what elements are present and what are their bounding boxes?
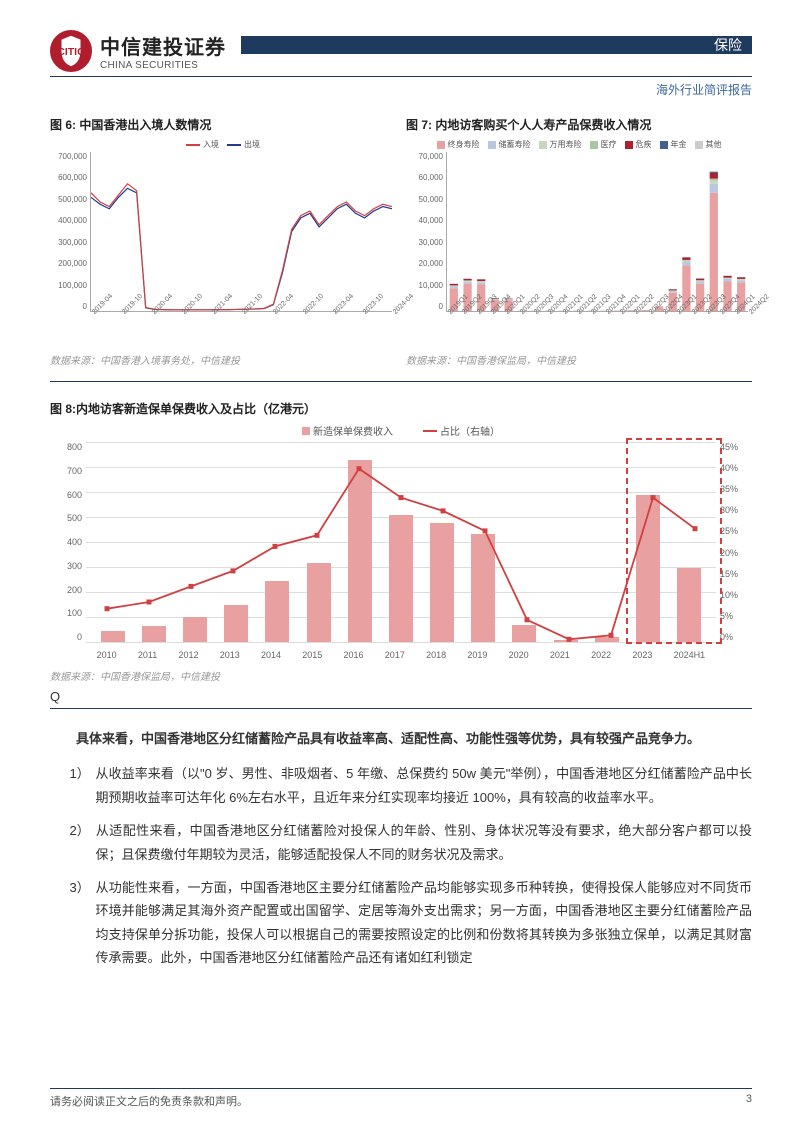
legend-swatch <box>302 427 310 435</box>
legend-item: 万用寿险 <box>539 139 582 150</box>
list-number: 2） <box>70 819 96 842</box>
page-header: CITIC 中信建投证券 CHINA SECURITIES 保险 <box>50 30 752 72</box>
logo-block: CITIC 中信建投证券 CHINA SECURITIES <box>50 30 226 72</box>
logo-icon: CITIC <box>50 30 92 72</box>
footer-disclaimer: 请务必阅读正文之后的免责条款和声明。 <box>50 1093 248 1109</box>
chart6-source: 数据来源：中国香港入境事务处，中信建投 <box>50 352 396 367</box>
chart6-title: 图 6: 中国香港出入境人数情况 <box>50 116 396 133</box>
legend-label: 其他 <box>706 139 722 150</box>
legend-swatch <box>695 141 703 149</box>
legend-item: 新造保单保费收入 <box>302 423 393 438</box>
page-footer: 请务必阅读正文之后的免责条款和声明。 3 <box>50 1088 752 1109</box>
legend-label: 新造保单保费收入 <box>313 423 393 438</box>
legend-label: 终身寿险 <box>448 139 480 150</box>
chart7-legend: 终身寿险 储蓄寿险 万用寿险 医疗 危疾 年金 其他 <box>406 139 752 150</box>
chart7: 图 7: 内地访客购买个人人寿产品保费收入情况 终身寿险 储蓄寿险 万用寿险 医疗 危疾… <box>406 116 752 373</box>
body-list: 1）从收益率来看（以"0 岁、男性、非吸烟者、5 年缴、总保费约 50w 美元"… <box>50 762 752 969</box>
chart8-plot: 8007006005004003002001000 45%40%35%30%25… <box>86 442 716 642</box>
chart7-svg <box>447 152 748 311</box>
legend-item: 医疗 <box>590 139 617 150</box>
bar <box>554 640 578 642</box>
bar <box>224 605 248 642</box>
body-list-item: 3）从功能性来看，一方面，中国香港地区主要分红储蓄险产品均能够实现多币种转换，使… <box>96 876 753 970</box>
legend-swatch <box>488 141 496 149</box>
legend-swatch <box>590 141 598 149</box>
report-subtitle: 海外行业简评报告 <box>50 81 752 98</box>
legend-label: 万用寿险 <box>550 139 582 150</box>
legend-item: 危疾 <box>625 139 652 150</box>
legend-item: 其他 <box>695 139 722 150</box>
legend-label: 医疗 <box>601 139 617 150</box>
chart8-yticks-left: 8007006005004003002001000 <box>50 442 82 642</box>
bar <box>389 515 413 642</box>
legend-label: 入境 <box>203 139 219 150</box>
legend-label: 出境 <box>244 139 260 150</box>
chart6-legend: 入境 出境 <box>50 139 396 150</box>
chart8-source: 数据来源：中国香港保监局，中信建投 <box>50 668 752 683</box>
legend-swatch <box>227 144 241 146</box>
list-number: 3） <box>70 876 96 899</box>
bar <box>677 568 701 642</box>
header-category-bar: 保险 <box>241 36 752 54</box>
legend-item: 终身寿险 <box>437 139 480 150</box>
chart7-yticks: 70,00060,00050,00040,00030,00020,00010,0… <box>407 152 443 311</box>
legend-swatch <box>423 430 437 432</box>
bar <box>142 626 166 642</box>
legend-item: 入境 <box>186 139 219 150</box>
bar <box>636 495 660 643</box>
body-list-item: 1）从收益率来看（以"0 岁、男性、非吸烟者、5 年缴、总保费约 50w 美元"… <box>96 762 753 809</box>
body-text: 具体来看，中国香港地区分红储蓄险产品具有收益率高、适配性高、功能性强等优势，具有… <box>50 727 752 970</box>
logo-cn: 中信建投证券 <box>100 31 226 60</box>
legend-label: 储蓄寿险 <box>499 139 531 150</box>
list-number: 1） <box>70 762 96 785</box>
legend-swatch <box>186 144 200 146</box>
bar <box>307 563 331 642</box>
chart8-title: 图 8:内地访客新造保单保费收入及占比（亿港元） <box>50 400 752 417</box>
legend-swatch <box>660 141 668 149</box>
chart8-yticks-right: 45%40%35%30%25%20%15%10%5%0% <box>720 442 752 642</box>
body-lead-bold: 具体来看，中国香港地区分红储蓄险产品具有收益率高、适配性高、功能性强等优势，具有… <box>76 731 700 746</box>
legend-item: 占比（右轴） <box>423 423 500 438</box>
chart7-xticks: 2019Q12019Q22019Q32019Q42020Q12020Q22020… <box>447 311 748 347</box>
legend-label: 年金 <box>671 139 687 150</box>
chart6-yticks: 700,000600,000500,000400,000300,000200,0… <box>51 152 87 311</box>
bar <box>512 625 536 642</box>
legend-label: 危疾 <box>636 139 652 150</box>
chart6-svg <box>91 152 392 311</box>
bar <box>183 617 207 642</box>
legend-swatch <box>625 141 633 149</box>
chart6: 图 6: 中国香港出入境人数情况 入境 出境 700,000600,000500… <box>50 116 396 373</box>
body-list-item: 2）从适配性来看，中国香港地区分红储蓄险对投保人的年龄、性别、身体状况等没有要求… <box>96 819 753 866</box>
legend-item: 年金 <box>660 139 687 150</box>
legend-label: 占比（右轴） <box>440 423 500 438</box>
page-number: 3 <box>746 1093 752 1109</box>
legend-swatch <box>539 141 547 149</box>
bar <box>348 460 372 642</box>
bar <box>101 631 125 642</box>
bar <box>595 637 619 642</box>
chart7-title: 图 7: 内地访客购买个人人寿产品保费收入情况 <box>406 116 752 133</box>
chart6-xticks: 2019-042019-102020-042020-102021-042021-… <box>91 311 392 347</box>
chart7-plot: 70,00060,00050,00040,00030,00020,00010,0… <box>446 152 748 312</box>
bar <box>471 534 495 643</box>
section-divider <box>50 708 752 709</box>
chart7-source: 数据来源：中国香港保监局，中信建投 <box>406 352 752 367</box>
chart6-plot: 700,000600,000500,000400,000300,000200,0… <box>90 152 392 312</box>
legend-item: 出境 <box>227 139 260 150</box>
logo-text: 中信建投证券 CHINA SECURITIES <box>100 31 226 71</box>
chart8-legend: 新造保单保费收入 占比（右轴） <box>50 423 752 438</box>
bar <box>430 523 454 642</box>
legend-item: 储蓄寿险 <box>488 139 531 150</box>
bar <box>265 581 289 642</box>
chart8-xticks: 2010201120122013201420152016201720182019… <box>86 650 716 660</box>
legend-swatch <box>437 141 445 149</box>
charts-row-6-7: 图 6: 中国香港出入境人数情况 入境 出境 700,000600,000500… <box>50 116 752 373</box>
body-lead: 具体来看，中国香港地区分红储蓄险产品具有收益率高、适配性高、功能性强等优势，具有… <box>50 727 752 750</box>
chart8-bars <box>86 442 716 642</box>
section-divider <box>50 381 752 382</box>
header-divider <box>50 76 752 77</box>
chart8: 图 8:内地访客新造保单保费收入及占比（亿港元） 新造保单保费收入 占比（右轴）… <box>50 400 752 683</box>
logo-en: CHINA SECURITIES <box>100 60 226 71</box>
svg-text:CITIC: CITIC <box>57 47 85 58</box>
